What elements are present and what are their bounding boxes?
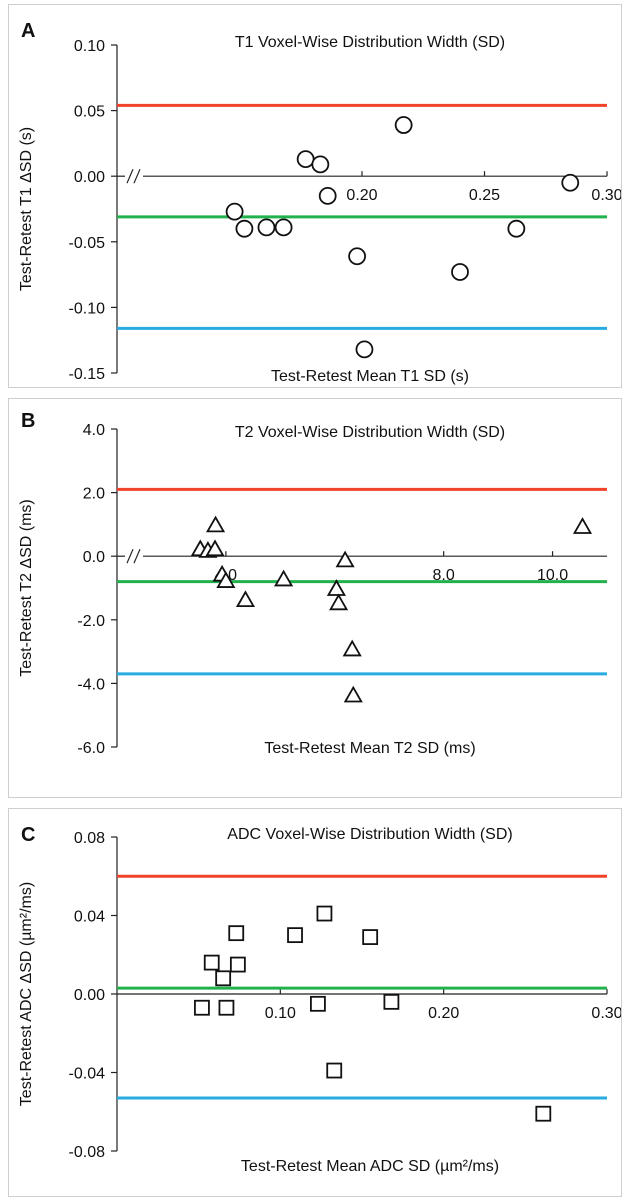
data-point-circle	[348, 247, 367, 266]
data-point-circle	[235, 219, 254, 238]
panel-letter: A	[21, 20, 35, 42]
adc-chart: C ADC Voxel-Wise Distribution Width (SD) 0…	[18, 824, 621, 1175]
y-tick-label: -0.08	[69, 1144, 106, 1161]
x-tick-label: 10.0	[537, 567, 568, 584]
data-point-triangle	[205, 539, 225, 557]
data-point-square	[215, 970, 232, 987]
data-point-triangle	[235, 590, 256, 608]
data-point-square	[316, 905, 333, 922]
chart-title: T2 Voxel-Wise Distribution Width (SD)	[235, 424, 505, 441]
chart-title: ADC Voxel-Wise Distribution Width (SD)	[227, 826, 512, 843]
axis-break-mark	[126, 168, 134, 184]
y-tick-label: 0.10	[74, 38, 105, 55]
panel-a: A T1 Voxel-Wise Distribution Width (SD) 0.…	[8, 4, 622, 388]
x-tick-label: 0.20	[346, 187, 377, 204]
data-point-square	[383, 993, 400, 1010]
y-tick-label: -4.0	[77, 676, 105, 693]
data-point-triangle	[274, 569, 294, 587]
y-tick-label: -0.05	[69, 235, 106, 252]
data-point-triangle	[326, 579, 346, 596]
data-point-circle	[561, 173, 580, 192]
x-tick-label: 0.25	[469, 187, 500, 204]
data-point-square	[218, 999, 235, 1016]
data-point-square	[228, 925, 245, 942]
y-axis-label: Test-Retest T2 ΔSD (ms)	[18, 499, 35, 677]
data-point-circle	[296, 150, 315, 169]
x-tick-label: 0.30	[591, 1005, 621, 1022]
data-point-circle	[311, 155, 330, 174]
y-tick-label: 0.04	[74, 909, 105, 926]
x-tick-label: 0.10	[265, 1005, 296, 1022]
y-tick-label: 4.0	[83, 422, 105, 439]
data-point-square	[535, 1105, 552, 1122]
data-point-square	[203, 954, 220, 971]
data-point-circle	[225, 202, 244, 221]
y-tick-label: -2.0	[77, 613, 105, 630]
y-tick-label: -0.10	[69, 300, 106, 317]
data-point-circle	[394, 116, 413, 134]
y-tick-label: -0.04	[69, 1066, 106, 1083]
t1-chart: A T1 Voxel-Wise Distribution Width (SD) 0.…	[18, 20, 621, 385]
panel-c: C ADC Voxel-Wise Distribution Width (SD) 0…	[8, 808, 622, 1197]
data-point-square	[309, 995, 326, 1012]
y-axis-label: Test-Retest ADC ΔSD (µm²/ms)	[18, 882, 35, 1106]
y-tick-label: 0.00	[74, 987, 105, 1004]
x-axis-label: Test-Retest Mean T2 SD (ms)	[264, 740, 475, 757]
data-point-triangle	[343, 685, 363, 703]
data-point-circle	[507, 219, 526, 238]
x-tick-label: 8.0	[433, 567, 455, 584]
y-tick-label: 0.08	[74, 830, 105, 847]
data-point-triangle	[335, 550, 355, 568]
data-point-triangle	[572, 517, 593, 534]
y-tick-label: 2.0	[83, 486, 105, 503]
y-tick-label: 0.0	[83, 549, 105, 566]
panel-letter: B	[21, 410, 35, 432]
x-tick-label: 0.30	[591, 187, 621, 204]
data-point-circle	[257, 218, 276, 237]
data-point-circle	[318, 186, 337, 205]
data-point-triangle	[329, 593, 349, 611]
data-point-triangle	[342, 639, 362, 657]
data-point-triangle	[205, 515, 226, 533]
panel-letter: C	[21, 824, 35, 846]
x-axis-label: Test-Retest Mean ADC SD (µm²/ms)	[241, 1158, 499, 1175]
panel-b: B T2 Voxel-Wise Distribution Width (SD) 4.…	[8, 398, 622, 798]
t2-chart: B T2 Voxel-Wise Distribution Width (SD) 4.…	[18, 410, 607, 757]
y-tick-label: 0.00	[74, 169, 105, 186]
axis-break-mark	[133, 548, 141, 564]
y-tick-label: 0.05	[74, 104, 105, 121]
data-point-square	[194, 999, 210, 1016]
axis-break-mark	[133, 168, 141, 184]
data-point-square	[287, 927, 303, 944]
x-axis-label: Test-Retest Mean T1 SD (s)	[271, 368, 469, 385]
y-tick-label: -6.0	[77, 740, 105, 757]
y-tick-label: -0.15	[69, 366, 106, 383]
y-axis-label: Test-Retest T1 ΔSD (s)	[18, 127, 35, 291]
data-point-circle	[355, 340, 374, 359]
axis-break-mark	[126, 548, 134, 564]
data-point-circle	[274, 218, 293, 237]
chart-title: T1 Voxel-Wise Distribution Width (SD)	[235, 34, 505, 51]
data-point-square	[362, 929, 379, 945]
data-point-square	[229, 956, 246, 973]
x-tick-label: 0.20	[428, 1005, 459, 1022]
data-point-circle	[451, 263, 469, 281]
data-point-square	[326, 1062, 343, 1079]
data-point-triangle	[216, 571, 236, 588]
